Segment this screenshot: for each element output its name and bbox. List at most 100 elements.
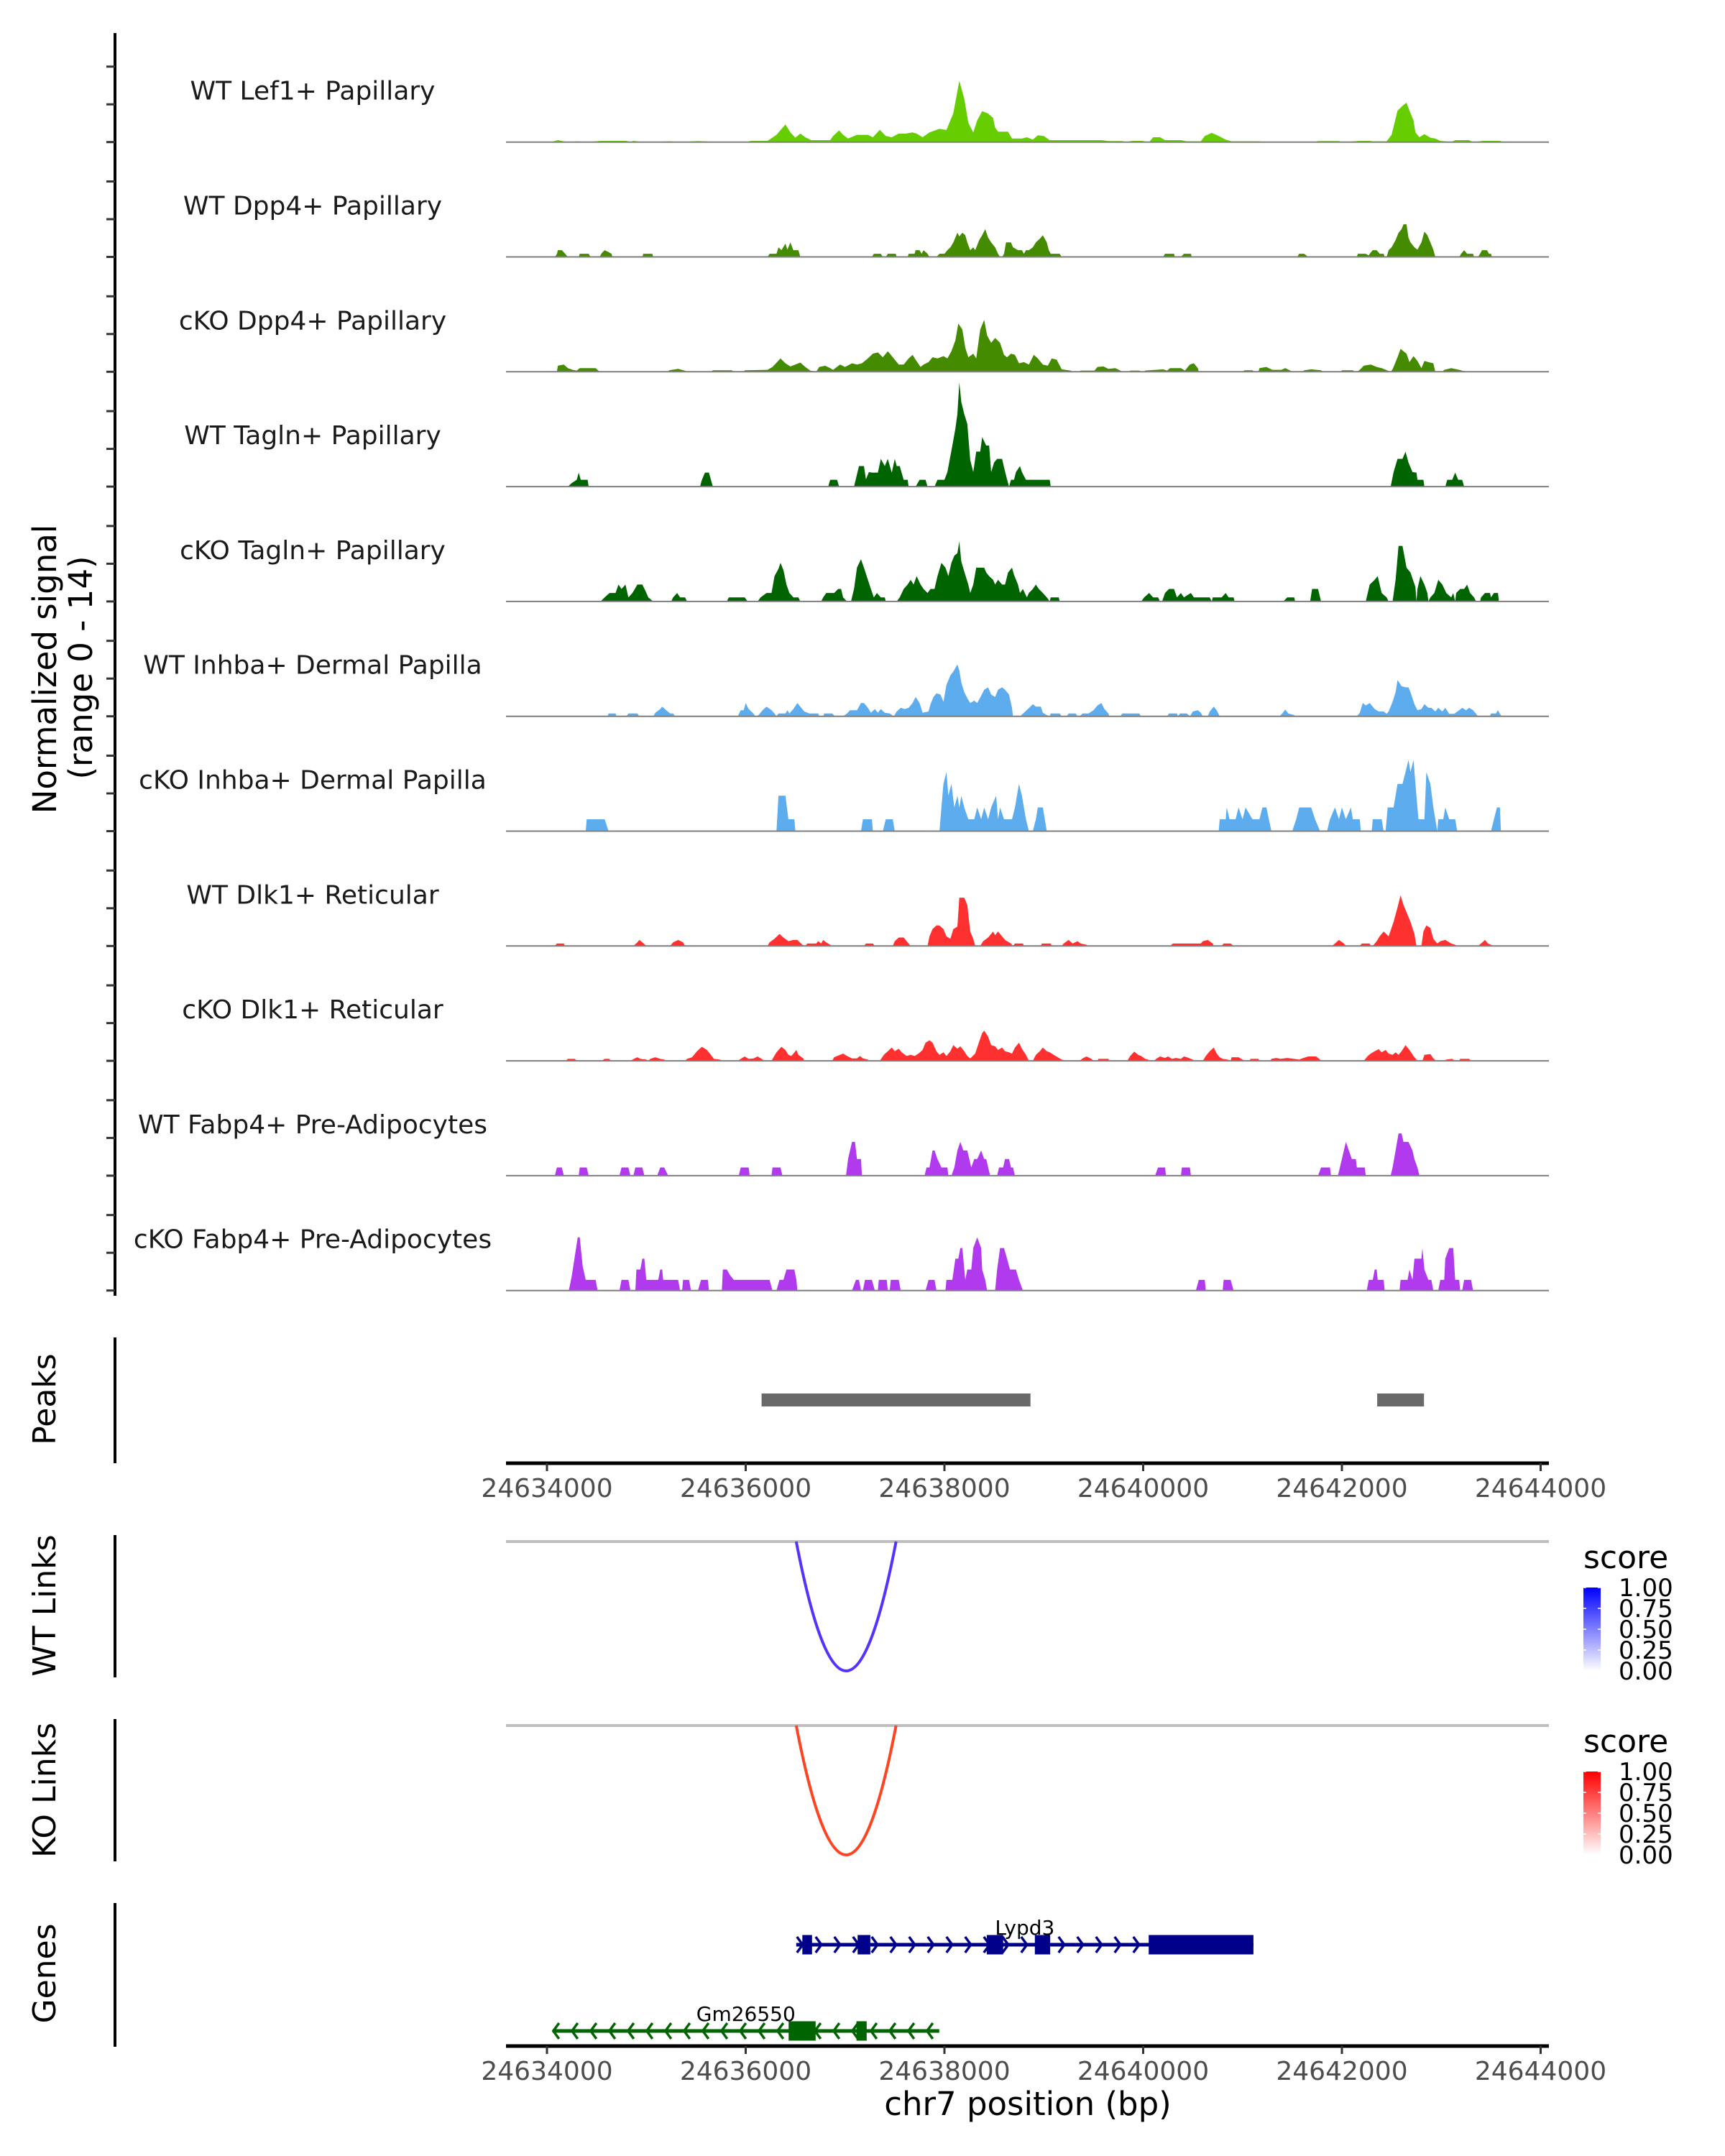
track-label: cKO Dlk1+ Reticular [182, 995, 443, 1025]
coverage-area [566, 1031, 1471, 1061]
x-tick-label: 24634000 [481, 2057, 612, 2086]
strand-arrow-icon [889, 1935, 898, 1954]
coverage-track: cKO Dpp4+ Papillary [106, 295, 1549, 373]
wt-links [506, 1540, 1549, 1672]
strand-arrow-icon [908, 1935, 916, 1954]
x-tick-label: 24644000 [1475, 1474, 1606, 1503]
x-tick-label: 24638000 [878, 2057, 1010, 2086]
x-tick-label: 24634000 [481, 1474, 612, 1503]
coverage-track: WT Fabp4+ Pre-Adipocytes [106, 1099, 1549, 1177]
legend-label: 0.00 [1619, 1657, 1673, 1686]
track-label: cKO Inhba+ Dermal Papilla [139, 766, 487, 796]
track-label: WT Lef1+ Papillary [190, 77, 436, 106]
coverage-area [600, 541, 1499, 602]
coverage-area [555, 895, 1494, 946]
gene-exon [788, 2021, 816, 2041]
strand-arrow-icon [925, 2022, 934, 2040]
strand-arrow-icon [1001, 1935, 1010, 1954]
strand-arrow-icon [906, 2022, 916, 2040]
peak-region [761, 1393, 1031, 1406]
coverage-track: WT Lef1+ Papillary [106, 65, 1549, 144]
coverage-track: cKO Fabp4+ Pre-Adipocytes [106, 1214, 1549, 1292]
gene-model: Gm26550 [551, 2002, 939, 2041]
gene-exon [857, 1935, 870, 1955]
strand-arrow-icon [869, 2022, 878, 2040]
peak-regions [761, 1393, 1425, 1406]
strand-arrow-icon [589, 2022, 598, 2040]
gene-exon [1149, 1935, 1254, 1955]
strand-arrow-icon [607, 2022, 617, 2040]
coverage-track: cKO Dlk1+ Reticular [106, 984, 1549, 1062]
gene-label: Gm26550 [696, 2002, 796, 2026]
wt-links-panel-title: WT Links [27, 1534, 63, 1676]
strand-arrow-icon [1020, 1935, 1029, 1954]
strand-arrow-icon [964, 1935, 972, 1954]
coverage-track: WT Inhba+ Dermal Papilla [106, 640, 1549, 718]
peak-region [1377, 1393, 1425, 1406]
strand-arrow-icon [682, 2022, 691, 2040]
strand-arrow-icon [1057, 1935, 1066, 1954]
strand-arrow-icon [719, 2022, 729, 2040]
x-axis-bottom: 24634000 24636000 24638000 24640000 24642000… [481, 2044, 1606, 2086]
coverage-area [555, 1133, 1420, 1176]
legend-label: 0.25 [1619, 1820, 1673, 1849]
strand-arrow-icon [776, 2022, 785, 2040]
y-axis-title-line1: Normalized signal [26, 525, 64, 814]
gene-models: Lypd3 Gm26550 [551, 1916, 1254, 2041]
legend-label: 1.00 [1619, 1758, 1673, 1787]
strand-arrow-icon [870, 1935, 879, 1954]
strand-arrow-icon [570, 2022, 579, 2040]
strand-arrow-icon [738, 2022, 748, 2040]
x-tick-label: 24636000 [680, 1474, 811, 1503]
legend-label: 0.50 [1619, 1800, 1673, 1828]
x-tick-label: 24640000 [1077, 1474, 1209, 1503]
coverage-area [556, 320, 1466, 372]
coverage-track: WT Dpp4+ Papillary [106, 180, 1549, 258]
strand-arrow-icon [888, 2022, 897, 2040]
gene-exon [802, 1935, 812, 1955]
strand-arrow-icon [757, 2022, 766, 2040]
link-arc [794, 1541, 898, 1672]
gene-model: Lypd3 [796, 1916, 1254, 1955]
x-tick-label: 24642000 [1276, 1474, 1407, 1503]
coverage-area [569, 1237, 1473, 1291]
strand-arrow-icon [645, 2022, 654, 2040]
strand-arrow-icon [1132, 1935, 1141, 1954]
signal-y-axis: Normalized signal (range 0 - 14) [26, 33, 116, 1296]
legend-label: 0.75 [1619, 1779, 1673, 1807]
legend-title: score [1583, 1539, 1668, 1576]
link-arc [794, 1725, 898, 1856]
gene-exon [986, 1935, 1003, 1955]
strand-arrow-icon [832, 2022, 841, 2040]
peaks-panel: Peaks [27, 1337, 1425, 1463]
strand-arrow-icon [850, 2022, 860, 2040]
strand-arrow-icon [701, 2022, 710, 2040]
track-label: WT Dpp4+ Papillary [183, 192, 442, 221]
x-axis-top: 24634000 24636000 24638000 24640000 24642000… [481, 1461, 1606, 1503]
strand-arrow-icon [945, 1935, 954, 1954]
coverage-track: WT Dlk1+ Reticular [106, 869, 1549, 947]
strand-arrow-icon [626, 2022, 635, 2040]
coverage-area [555, 224, 1492, 257]
strand-arrow-icon [833, 1935, 842, 1954]
coverage-track: WT Tagln+ Papillary [106, 382, 1549, 488]
legend-label: 0.00 [1619, 1841, 1673, 1870]
track-label: WT Inhba+ Dermal Papilla [143, 651, 482, 681]
coverage-tracks: WT Lef1+ Papillary WT Dpp4+ Papillary cKO … [106, 65, 1549, 1292]
legend-label: 0.50 [1619, 1616, 1673, 1644]
x-tick-label: 24640000 [1077, 2057, 1209, 2086]
legend-title: score [1583, 1723, 1668, 1760]
coverage-area [585, 760, 1501, 831]
legend-label: 1.00 [1619, 1574, 1673, 1603]
strand-arrow-icon [1076, 1935, 1085, 1954]
coverage-track: cKO Tagln+ Papillary [106, 525, 1549, 603]
strand-arrow-icon [663, 2022, 673, 2040]
strand-arrow-icon [551, 2022, 561, 2040]
ko-links-panel-title: KO Links [27, 1723, 63, 1858]
strand-arrow-icon [926, 1935, 935, 1954]
